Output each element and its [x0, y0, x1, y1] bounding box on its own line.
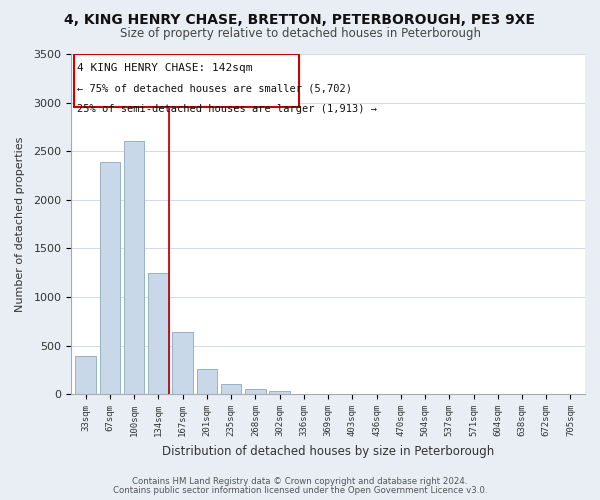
Bar [100, 162, 120, 394]
Bar [76, 356, 96, 394]
Bar [269, 392, 290, 394]
Text: ← 75% of detached houses are smaller (5,702): ← 75% of detached houses are smaller (5,… [77, 83, 352, 93]
Text: 25% of semi-detached houses are larger (1,913) →: 25% of semi-detached houses are larger (… [77, 104, 377, 114]
X-axis label: Distribution of detached houses by size in Peterborough: Distribution of detached houses by size … [162, 444, 494, 458]
Bar [172, 332, 193, 394]
Y-axis label: Number of detached properties: Number of detached properties [15, 136, 25, 312]
FancyBboxPatch shape [74, 54, 299, 108]
Bar [197, 369, 217, 394]
Bar [245, 390, 266, 394]
Text: Contains HM Land Registry data © Crown copyright and database right 2024.: Contains HM Land Registry data © Crown c… [132, 477, 468, 486]
Bar [148, 272, 169, 394]
Text: 4 KING HENRY CHASE: 142sqm: 4 KING HENRY CHASE: 142sqm [77, 62, 253, 72]
Bar [124, 140, 145, 394]
Text: Contains public sector information licensed under the Open Government Licence v3: Contains public sector information licen… [113, 486, 487, 495]
Bar [221, 384, 241, 394]
Text: 4, KING HENRY CHASE, BRETTON, PETERBOROUGH, PE3 9XE: 4, KING HENRY CHASE, BRETTON, PETERBOROU… [65, 12, 536, 26]
Text: Size of property relative to detached houses in Peterborough: Size of property relative to detached ho… [119, 28, 481, 40]
